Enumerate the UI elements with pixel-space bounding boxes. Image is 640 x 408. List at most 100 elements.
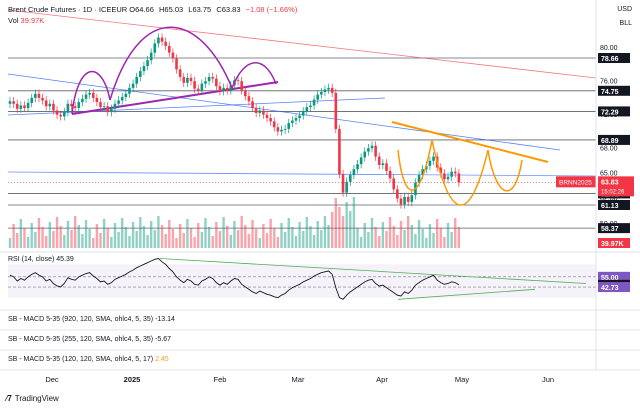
candle-body <box>291 120 294 124</box>
candle-body <box>399 198 403 205</box>
volume-bar <box>229 235 233 248</box>
price-axis: 80.0076.0072.0068.0065.0062.0059.0078.66… <box>0 0 640 371</box>
volume-bar <box>48 222 52 248</box>
candle-body <box>421 169 424 176</box>
candle-body <box>200 83 204 91</box>
candle-body <box>124 93 128 98</box>
macd-920-title: SB - MACD 5-35 (920, 120, SMA, ohlc4, 5,… <box>8 316 154 323</box>
candle-body <box>117 100 120 104</box>
rsi-band <box>8 264 596 298</box>
level-tag <box>598 223 630 234</box>
candle-body <box>37 93 41 98</box>
support-trendline <box>7 171 597 177</box>
candle-body <box>34 93 37 98</box>
rsi-tag <box>598 282 630 293</box>
volume-bar <box>233 221 236 248</box>
time-axis: Dec 2025 Feb Mar Apr May Jun <box>45 375 554 384</box>
rsi-tag-label: 55.00 <box>601 275 619 282</box>
volume-bar <box>454 218 457 248</box>
level-tag-label: 78.66 <box>601 56 619 63</box>
unit-label[interactable]: BLL <box>619 20 632 27</box>
candle-body <box>363 151 367 158</box>
candle-body <box>403 196 406 205</box>
currency-label[interactable]: USD <box>617 6 632 13</box>
volume-bar <box>146 235 149 248</box>
volume-bar <box>298 222 301 248</box>
volume-bar <box>45 236 48 248</box>
tradingview-logo-icon: ⁄7 <box>6 394 12 403</box>
candle-body <box>356 164 359 170</box>
candle-body <box>352 169 356 176</box>
volume-bar <box>218 231 222 248</box>
volume-bar <box>374 227 377 248</box>
candle-body <box>327 87 330 90</box>
level-tag-label: 72.29 <box>601 109 619 116</box>
volume-bar <box>443 237 446 248</box>
head-arc <box>109 26 233 101</box>
volume-bar <box>396 235 399 248</box>
volume-bar <box>363 223 366 248</box>
candle-body <box>312 99 316 106</box>
rsi-pane <box>8 258 596 300</box>
volume-bar <box>135 231 138 248</box>
time-tick-label: 2025 <box>124 375 141 384</box>
candle-body <box>164 41 167 46</box>
volume-bar <box>294 236 298 248</box>
macd-120-value: 2.45 <box>155 356 169 363</box>
candle-body <box>204 81 207 84</box>
candle-body <box>142 66 146 72</box>
candle-body <box>95 97 99 103</box>
candle-body <box>348 175 352 182</box>
low-value: L63.75 <box>188 5 212 14</box>
candles <box>8 33 461 209</box>
candle-body <box>392 178 396 190</box>
price-tick-label: 76.00 <box>600 78 618 85</box>
volume-bar <box>236 230 240 248</box>
volume-bar <box>305 217 309 248</box>
volume-bar <box>55 217 59 248</box>
volume-bar <box>280 223 283 248</box>
candle-body <box>359 157 363 165</box>
volume-bar <box>197 223 200 248</box>
pattern-arcs <box>71 26 523 206</box>
candle-body <box>99 102 102 108</box>
volume-bar <box>421 229 424 248</box>
volume-bar <box>95 224 99 248</box>
volume-bar <box>211 236 214 248</box>
candle-body <box>309 105 312 108</box>
candle-body <box>66 103 70 113</box>
level-tag-label: 68.89 <box>601 138 619 145</box>
volume-bar <box>407 216 410 248</box>
candle-body <box>345 181 348 193</box>
volume-bar <box>189 228 193 248</box>
candle-body <box>269 118 272 122</box>
candle-body <box>254 107 258 114</box>
candle-body <box>193 81 196 89</box>
level-tag <box>598 199 630 210</box>
volume-bar <box>276 237 280 248</box>
volume-bar <box>215 222 218 248</box>
volume-tag-label: 39.97K <box>601 241 624 248</box>
candle-body <box>182 76 186 83</box>
candle-body <box>215 78 218 87</box>
volume-readout: Vol 39.97K <box>8 16 44 25</box>
candle-body <box>367 148 370 152</box>
level-tag-label: 61.13 <box>601 203 619 210</box>
volume-bar <box>309 226 312 248</box>
candle-body <box>301 111 305 116</box>
tradingview-brand[interactable]: ⁄7 TradingView <box>6 394 59 403</box>
candle-body <box>19 105 23 109</box>
trendlines <box>7 9 597 177</box>
time-tick-label: Jun <box>542 375 554 384</box>
candle-body <box>334 92 338 129</box>
candle-body <box>276 127 280 132</box>
volume-bar <box>164 234 167 248</box>
volume-bar <box>41 227 44 248</box>
candle-body <box>8 101 12 104</box>
volume-bar <box>153 230 156 248</box>
volume-bar <box>222 217 225 248</box>
volume-bar <box>291 227 294 248</box>
macd-920-value: -13.14 <box>155 316 175 323</box>
volume-bar <box>59 226 62 248</box>
change-value: −1.08 (−1.66%) <box>245 5 298 14</box>
